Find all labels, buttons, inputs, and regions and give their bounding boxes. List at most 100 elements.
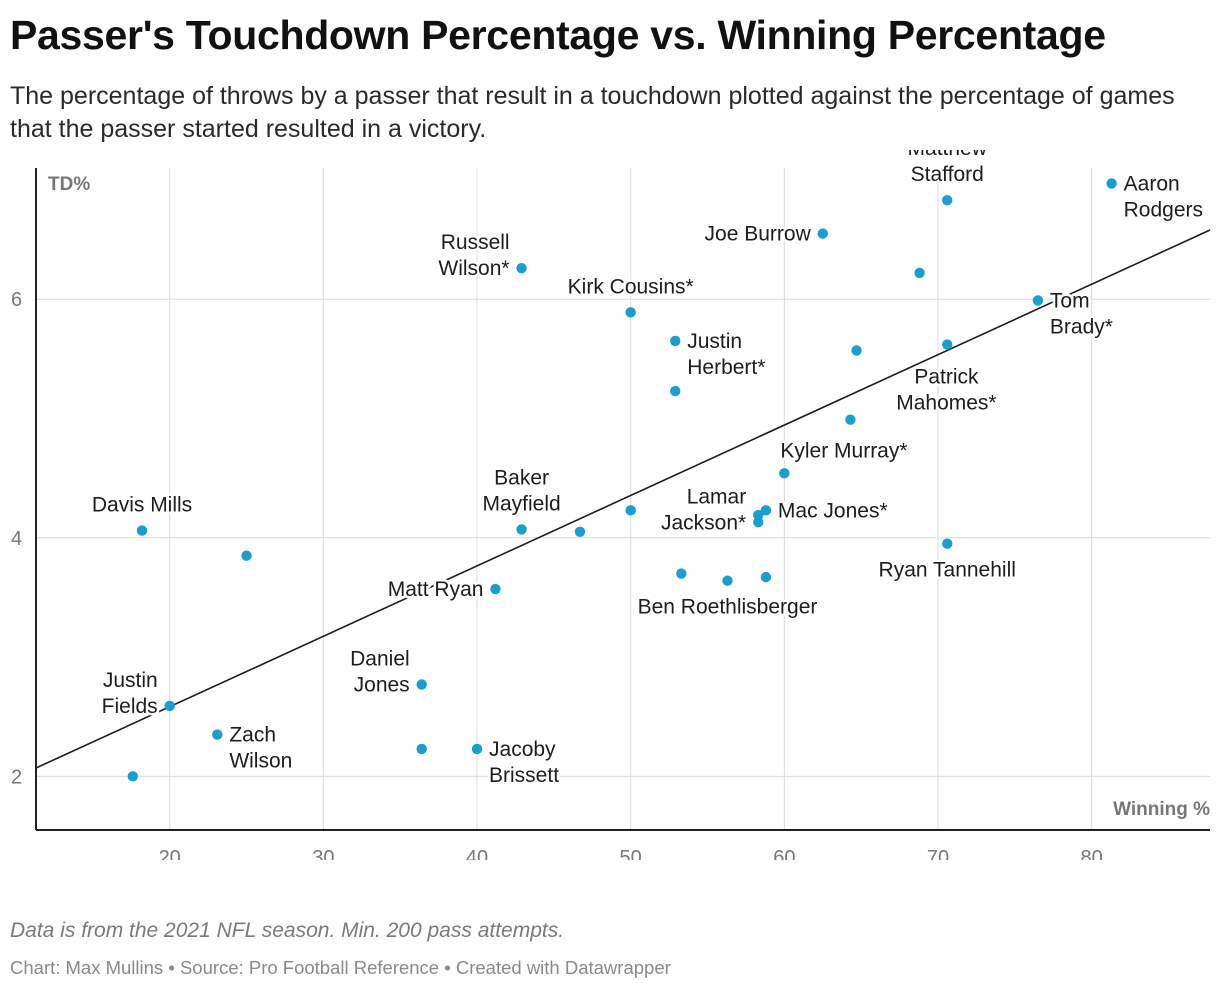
point-label: Justin Herbert* bbox=[687, 330, 765, 379]
point-label: Russell Wilson* bbox=[438, 231, 509, 280]
point-label: Daniel Jones bbox=[350, 647, 410, 696]
data-point bbox=[516, 262, 527, 274]
data-point bbox=[127, 771, 139, 782]
point-label-line: Kyler Murray* bbox=[780, 439, 907, 462]
point-label-line: Matthew bbox=[908, 150, 988, 160]
y-tick-label: 2 bbox=[11, 766, 22, 788]
data-point bbox=[574, 526, 586, 538]
point-label: Aaron Rodgers bbox=[1124, 173, 1203, 222]
data-point bbox=[416, 679, 427, 690]
point-label-line: Tom bbox=[1050, 289, 1090, 312]
point-labels: Aaron Rodgers Matthew Stafford Joe Burrow Rus… bbox=[89, 150, 1205, 789]
data-point bbox=[722, 575, 733, 586]
chart-footer: Chart: Max Mullins • Source: Pro Footbal… bbox=[10, 957, 671, 979]
point-label-line: Lamar bbox=[687, 485, 747, 508]
data-point bbox=[471, 743, 483, 755]
data-point bbox=[516, 524, 527, 535]
data-point bbox=[164, 700, 175, 712]
point-label-line: Jacoby bbox=[489, 738, 556, 761]
point-label-line: Zach bbox=[229, 724, 276, 747]
data-point bbox=[1106, 178, 1117, 189]
point-label-line: Wilson bbox=[229, 750, 292, 773]
point-label: Zach Wilson bbox=[229, 724, 292, 773]
x-tick-label: 80 bbox=[1081, 847, 1103, 860]
axes: 20 30 40 50 60 70 80 2 4 6 TD% Winning % bbox=[11, 168, 1210, 860]
data-point bbox=[625, 505, 636, 516]
data-point bbox=[136, 525, 148, 536]
data-point bbox=[670, 335, 681, 347]
data-point bbox=[416, 743, 427, 755]
point-label: Justin Fields bbox=[102, 669, 158, 718]
point-label: Matt Ryan bbox=[388, 578, 484, 601]
point-label-line: Justin bbox=[103, 669, 158, 692]
point-label: Kyler Murray* bbox=[780, 439, 907, 462]
point-label-line: Mac Jones* bbox=[778, 499, 888, 522]
point-label: Mac Jones* bbox=[778, 499, 888, 522]
point-label: Lamar Jackson* bbox=[661, 485, 746, 534]
y-tick-label: 4 bbox=[11, 528, 22, 550]
data-point bbox=[241, 550, 252, 561]
point-label-line: Brady* bbox=[1050, 315, 1113, 338]
point-label-line: Ben Roethlisberger bbox=[638, 596, 818, 619]
data-point bbox=[845, 414, 856, 425]
point-label-line: Stafford bbox=[911, 163, 984, 186]
point-label-line: Russell bbox=[441, 231, 510, 254]
data-point bbox=[625, 307, 636, 318]
data-point bbox=[753, 509, 764, 521]
x-tick-label: 20 bbox=[159, 847, 181, 860]
gridlines bbox=[36, 168, 1210, 830]
point-label-line: Brissett bbox=[489, 764, 559, 787]
footer-separator: • bbox=[168, 957, 180, 978]
data-point bbox=[212, 729, 223, 740]
point-label-line: Rodgers bbox=[1124, 199, 1203, 222]
trend-line bbox=[35, 229, 1211, 769]
data-point bbox=[490, 583, 501, 595]
point-label-line: Baker bbox=[494, 466, 549, 489]
data-point bbox=[760, 505, 772, 516]
point-label: Baker Mayfield bbox=[482, 466, 560, 515]
point-label-line: Mayfield bbox=[482, 492, 560, 515]
data-points bbox=[127, 178, 1117, 782]
point-label-line: Davis Mills bbox=[92, 494, 192, 517]
point-label: Joe Burrow bbox=[705, 223, 812, 246]
chart-title: Passer's Touchdown Percentage vs. Winnin… bbox=[10, 12, 1106, 58]
x-tick-label: 40 bbox=[466, 847, 488, 860]
x-tick-label: 30 bbox=[312, 847, 334, 860]
point-label-line: Matt Ryan bbox=[388, 578, 484, 601]
data-point bbox=[942, 195, 953, 206]
point-label: Matthew Stafford bbox=[908, 150, 988, 186]
point-label: Ryan Tannehill bbox=[879, 559, 1016, 582]
footer-separator: • bbox=[444, 957, 456, 978]
data-point bbox=[914, 267, 925, 279]
point-label: Davis Mills bbox=[92, 494, 192, 517]
point-label-line: Daniel bbox=[350, 647, 410, 670]
point-label-line: Jones bbox=[354, 673, 410, 696]
data-point bbox=[851, 345, 862, 356]
point-label-line: Fields bbox=[102, 695, 158, 718]
data-point bbox=[760, 571, 772, 583]
x-axis-title: Winning % bbox=[1113, 799, 1210, 820]
point-label-line: Wilson* bbox=[438, 257, 509, 280]
point-label-line: Patrick bbox=[914, 366, 979, 389]
point-label-line: Justin bbox=[687, 330, 742, 353]
y-axis-title: TD% bbox=[48, 174, 90, 195]
point-label-line: Jackson* bbox=[661, 511, 746, 534]
scatter-chart: 20 30 40 50 60 70 80 2 4 6 TD% Winning % Aaron Rodge… bbox=[11, 150, 1211, 860]
point-label-line: Joe Burrow bbox=[705, 223, 812, 246]
x-tick-label: 60 bbox=[773, 847, 795, 860]
x-tick-label: 70 bbox=[927, 847, 949, 860]
point-label: Tom Brady* bbox=[1050, 289, 1113, 338]
y-tick-label: 6 bbox=[11, 289, 22, 311]
point-label-line: Aaron bbox=[1124, 173, 1180, 196]
chart-notes: Data is from the 2021 NFL season. Min. 2… bbox=[10, 919, 565, 942]
data-point bbox=[1032, 295, 1044, 306]
point-label-line: Herbert* bbox=[687, 356, 765, 379]
point-label: Kirk Cousins* bbox=[568, 275, 694, 298]
footer-created: Created with Datawrapper bbox=[455, 957, 671, 978]
point-label-line: Kirk Cousins* bbox=[568, 275, 694, 298]
data-point bbox=[817, 228, 828, 239]
point-label: Patrick Mahomes* bbox=[896, 366, 996, 415]
data-point bbox=[670, 385, 681, 397]
point-label: Jacoby Brissett bbox=[489, 738, 559, 787]
data-point bbox=[779, 468, 790, 479]
